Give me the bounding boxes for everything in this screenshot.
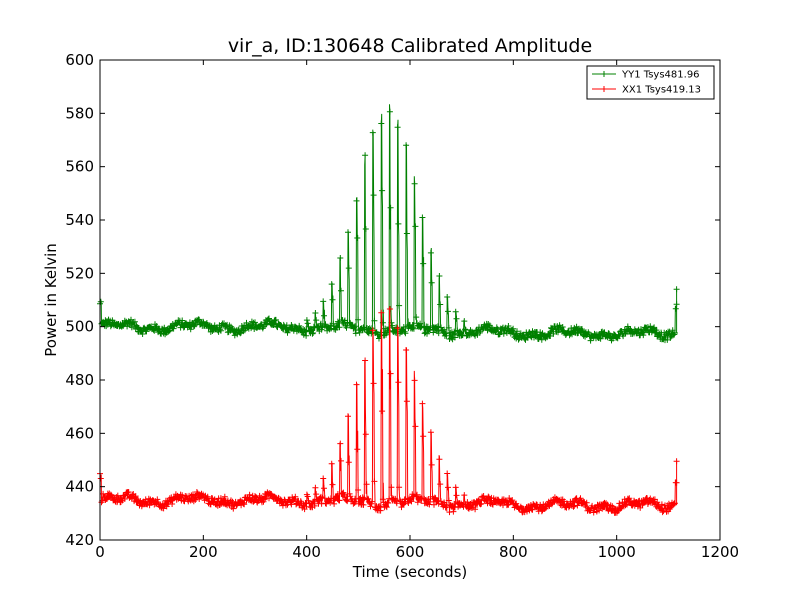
series-layer	[97, 104, 680, 516]
y-tick-label: 420	[65, 531, 94, 549]
y-tick-label: 500	[65, 318, 94, 336]
legend-marker	[601, 86, 607, 92]
x-axis-label: Time (seconds)	[352, 563, 468, 581]
x-tick-label: 800	[499, 543, 528, 561]
legend-label: YY1 Tsys481.96	[621, 70, 700, 81]
x-tick-label: 200	[189, 543, 218, 561]
y-tick-label: 540	[65, 211, 94, 229]
plot-area	[100, 60, 720, 540]
y-tick-label: 460	[65, 424, 94, 442]
y-tick-label: 440	[65, 478, 94, 496]
x-tick-label: 1000	[598, 543, 636, 561]
y-tick-label: 600	[65, 51, 94, 69]
y-tick-label: 580	[65, 104, 94, 122]
chart-title: vir_a, ID:130648 Calibrated Amplitude	[228, 35, 592, 57]
series-2	[97, 306, 680, 516]
legend-box	[586, 65, 715, 100]
legend-label: XX1 Tsys419.13	[622, 85, 701, 96]
ticks-layer: 0 200 400 600 800 1000 1200 420 440 460 480 500 520 5…	[65, 51, 739, 561]
y-tick-label: 520	[65, 264, 94, 282]
x-tick-label: 600	[396, 543, 425, 561]
x-tick-label: 1200	[701, 543, 739, 561]
legend: YY1 Tsys481.96 XX1 Tsys419.13	[586, 65, 715, 100]
y-tick-label: 560	[65, 158, 94, 176]
y-axis-label: Power in Kelvin	[42, 243, 60, 357]
x-tick-label: 400	[292, 543, 321, 561]
legend-marker	[601, 71, 607, 77]
x-tick-label: 0	[95, 543, 105, 561]
y-tick-label: 480	[65, 371, 94, 389]
